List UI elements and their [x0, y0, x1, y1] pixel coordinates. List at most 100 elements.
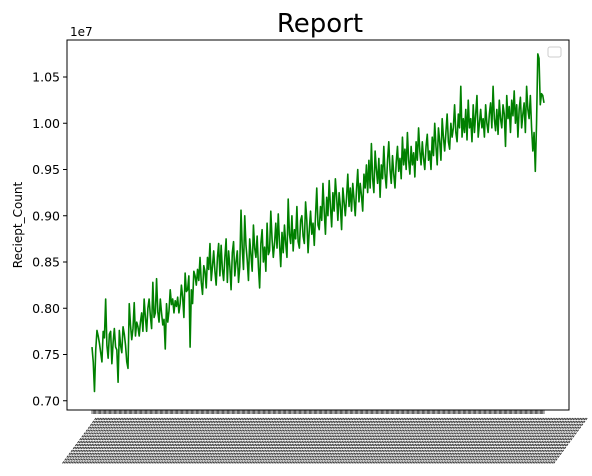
x-tick-label — [471, 417, 506, 465]
x-tick-label — [344, 417, 380, 465]
x-tick-label — [168, 417, 204, 465]
x-tick-label — [458, 417, 494, 465]
x-tick-label — [293, 417, 329, 465]
x-tick-label — [429, 417, 465, 465]
x-tick-label — [104, 417, 140, 465]
x-tick-label — [192, 417, 228, 465]
x-tick-label — [240, 417, 276, 465]
x-tick-label — [504, 417, 540, 465]
x-tick-label — [541, 417, 577, 465]
x-tick-label — [343, 417, 378, 465]
x-tick-label — [108, 417, 143, 465]
x-tick-label — [548, 417, 583, 465]
x-tick-label — [341, 417, 377, 465]
x-tick-label — [359, 417, 394, 465]
x-tick-label — [348, 417, 383, 465]
x-tick-label — [156, 417, 191, 465]
y-axis-ticks: 0.70 0.75 0.80 0.85 0.90 0.95 1.00 1.05 — [32, 70, 67, 408]
x-tick-label — [63, 417, 98, 465]
x-tick-label — [132, 417, 167, 465]
x-tick-label — [340, 417, 375, 465]
x-tick-label — [381, 417, 417, 465]
x-tick-label — [461, 417, 497, 465]
x-tick-label — [207, 417, 242, 465]
x-tick-label — [189, 417, 225, 465]
x-tick-label — [376, 417, 412, 465]
x-tick-label — [503, 417, 538, 465]
x-tick-label — [400, 417, 436, 465]
x-tick-label — [536, 417, 572, 465]
x-tick-label — [460, 417, 495, 465]
x-tick-label — [528, 417, 564, 465]
x-tick-label — [279, 417, 314, 465]
x-tick-label — [404, 417, 439, 465]
x-tick-label — [128, 417, 164, 465]
x-tick-label — [464, 417, 500, 465]
x-tick-label — [191, 417, 226, 465]
x-tick-label — [178, 417, 214, 465]
x-tick-label — [256, 417, 292, 465]
x-tick-label — [482, 417, 518, 465]
x-tick-label — [152, 417, 188, 465]
x-tick-label — [516, 417, 551, 465]
legend-box — [547, 46, 562, 58]
x-tick-label — [442, 417, 478, 465]
plot-frame — [66, 39, 570, 411]
x-tick-label — [549, 417, 585, 465]
x-tick-label — [309, 417, 345, 465]
x-tick-label — [213, 417, 249, 465]
x-tick-label — [248, 417, 284, 465]
x-tick-label — [402, 417, 438, 465]
x-tick-label — [146, 417, 182, 465]
x-tick-label — [173, 417, 209, 465]
x-tick-label — [64, 417, 100, 465]
x-tick-label — [258, 417, 294, 465]
x-tick-label — [197, 417, 233, 465]
series-line — [91, 53, 545, 393]
x-tick-label — [311, 417, 346, 465]
x-tick-label — [364, 417, 399, 465]
x-tick-label — [532, 417, 567, 465]
x-tick-label — [66, 417, 102, 465]
y-tick-label: 0.75 — [32, 347, 60, 362]
x-tick-label — [100, 417, 135, 465]
y-tick-label: 0.95 — [32, 162, 60, 177]
x-tick-label — [519, 417, 554, 465]
x-tick-label — [154, 417, 190, 465]
x-tick-label — [264, 417, 300, 465]
x-tick-label — [111, 417, 146, 465]
x-tick-label — [130, 417, 166, 465]
x-tick-label — [194, 417, 230, 465]
x-tick-label — [282, 417, 318, 465]
x-tick-label — [300, 417, 335, 465]
x-tick-label — [138, 417, 174, 465]
x-tick-label — [484, 417, 519, 465]
x-tick-label — [188, 417, 223, 465]
x-tick-label — [71, 417, 106, 465]
y-tick-label: 0.70 — [32, 393, 60, 408]
x-tick-label — [61, 417, 97, 465]
x-tick-label — [208, 417, 244, 465]
x-tick-label — [253, 417, 289, 465]
x-tick-label — [492, 417, 527, 465]
x-tick-label — [488, 417, 524, 465]
y-tick-label: 0.90 — [32, 208, 60, 223]
x-tick-label — [87, 417, 122, 465]
x-tick-label — [336, 417, 372, 465]
x-tick-label — [228, 417, 263, 465]
x-tick-label — [308, 417, 343, 465]
x-tick-label — [423, 417, 458, 465]
x-tick-label — [372, 417, 407, 465]
x-tick-label — [80, 417, 116, 465]
x-tick-label — [244, 417, 279, 465]
x-tick-label — [322, 417, 358, 465]
x-tick-label — [165, 417, 201, 465]
x-tick-label — [426, 417, 462, 465]
x-tick-label — [538, 417, 574, 465]
x-tick-label — [157, 417, 193, 465]
x-tick-label — [314, 417, 350, 465]
x-tick-label — [498, 417, 534, 465]
x-tick-label — [522, 417, 558, 465]
x-tick-label — [149, 417, 185, 465]
x-tick-label — [367, 417, 402, 465]
